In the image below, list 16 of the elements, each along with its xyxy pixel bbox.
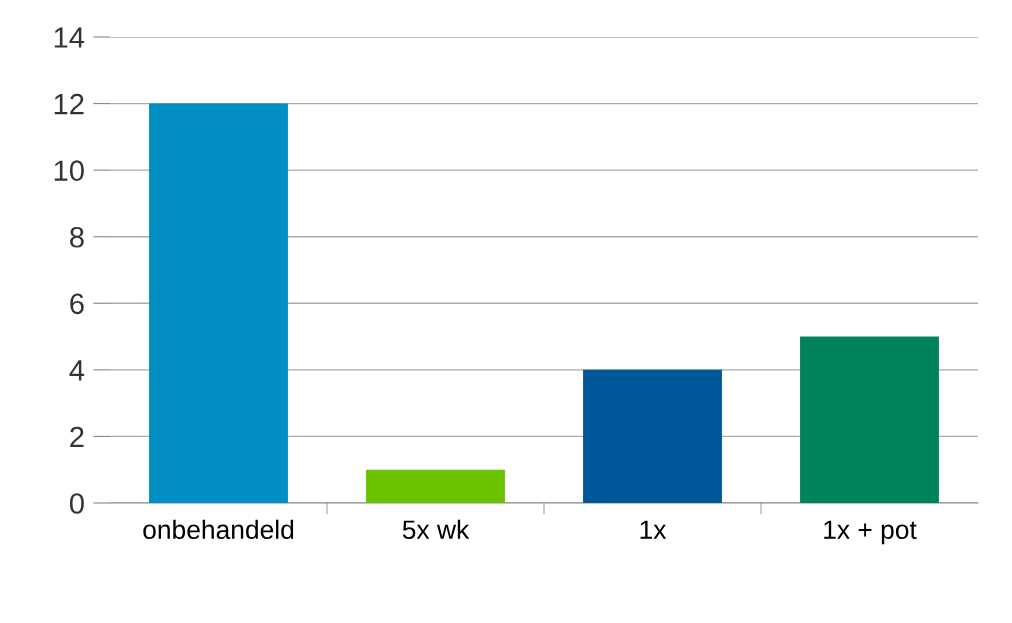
bar [149, 103, 288, 503]
y-tick-label: 12 [54, 93, 84, 115]
y-tick-label: 8 [70, 226, 84, 248]
y-tick-label: 6 [70, 293, 84, 315]
bar [800, 336, 939, 503]
y-tick-label: 4 [69, 360, 85, 381]
y-tick-label: 0 [69, 493, 84, 514]
y-tick-label: 10 [54, 160, 84, 181]
x-tick-label: 5x wk [402, 519, 470, 540]
x-tick-label: 1x + pot [824, 520, 917, 545]
bar [583, 369, 722, 503]
y-tick-label: 14 [54, 27, 85, 48]
x-tick-label: 1x [640, 520, 667, 539]
x-tick-label: onbehandeld [143, 519, 294, 540]
y-tick-label: 2 [70, 426, 84, 447]
bar [366, 469, 505, 503]
